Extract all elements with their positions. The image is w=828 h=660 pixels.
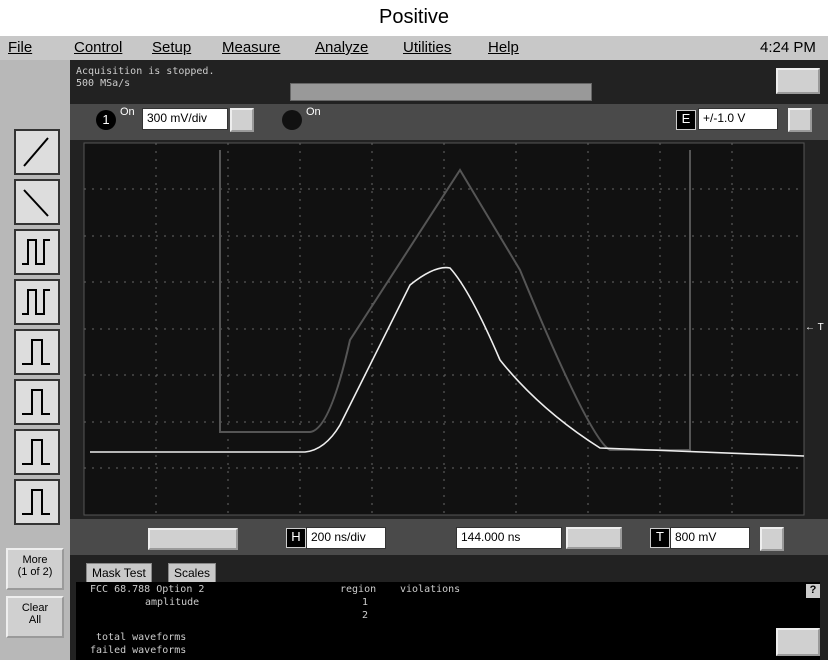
region-header: region (340, 584, 376, 596)
spin-button[interactable] (760, 527, 784, 551)
test-name: FCC 68.788 Option 2 (90, 584, 204, 596)
menu-item[interactable]: Analyze (315, 39, 368, 56)
display-toggle[interactable] (776, 68, 820, 94)
channel-on[interactable]: On (120, 106, 135, 118)
more-button[interactable]: More(1 of 2) (6, 548, 64, 590)
waveform-display (70, 140, 828, 520)
position-buttons[interactable] (566, 527, 622, 549)
external-label: E (676, 110, 696, 130)
button-text: More (8, 554, 62, 566)
button-text: Clear (8, 602, 62, 614)
timebase-position[interactable]: 144.000 ns (456, 527, 562, 549)
region-number: 1 (362, 597, 368, 609)
trigger-level[interactable]: 800 mV (670, 527, 750, 549)
page: Positive File Control Setup Measure Anal… (0, 0, 828, 660)
channel2-indicator (282, 110, 302, 130)
menu-item[interactable]: Setup (152, 39, 191, 56)
run-stop-button[interactable] (776, 628, 820, 656)
failed-waveforms: failed waveforms (90, 645, 186, 657)
marker-buttons[interactable] (148, 528, 238, 550)
trigger-mode-buttons (14, 128, 60, 528)
channel-scale[interactable]: 300 mV/div (142, 108, 228, 130)
clock: 4:24 PM (760, 39, 816, 56)
menu-item[interactable]: Utilities (403, 39, 451, 56)
button-text: (1 of 2) (8, 566, 62, 578)
total-waveforms: total waveforms (96, 632, 186, 644)
menu-item[interactable]: Control (74, 39, 122, 56)
channel-number[interactable]: 1 (96, 110, 116, 130)
status: Acquisition is stopped.500 MSa/s (76, 66, 214, 90)
timebase-scale[interactable]: 200 ns/div (306, 527, 386, 549)
tab[interactable]: Mask Test (86, 563, 152, 583)
tab[interactable]: Scales (168, 563, 216, 583)
menu-item[interactable]: File (8, 39, 32, 56)
coupling-button[interactable] (230, 108, 254, 132)
trigger-label: T (650, 528, 670, 548)
amplitude-label: amplitude (145, 597, 199, 609)
external-range[interactable]: +/-1.0 V (698, 108, 778, 130)
violations-header: violations (400, 584, 460, 596)
trigger-marker: ← T (805, 322, 824, 333)
status-line: Acquisition is stopped. (76, 66, 214, 78)
acquisition-bar (290, 83, 592, 101)
menu-item[interactable]: Help (488, 39, 519, 56)
spin-button[interactable] (788, 108, 812, 132)
title: Positive (0, 6, 828, 29)
menu-item[interactable]: Measure (222, 39, 280, 56)
channel2-on[interactable]: On (306, 106, 321, 118)
button-text: All (8, 614, 62, 626)
region-number: 2 (362, 610, 368, 622)
menu-bar: File Control Setup Measure Analyze Utili… (0, 36, 828, 60)
status-line: 500 MSa/s (76, 78, 214, 90)
timebase-label: H (286, 528, 306, 548)
help-button[interactable]: ? (806, 584, 820, 598)
